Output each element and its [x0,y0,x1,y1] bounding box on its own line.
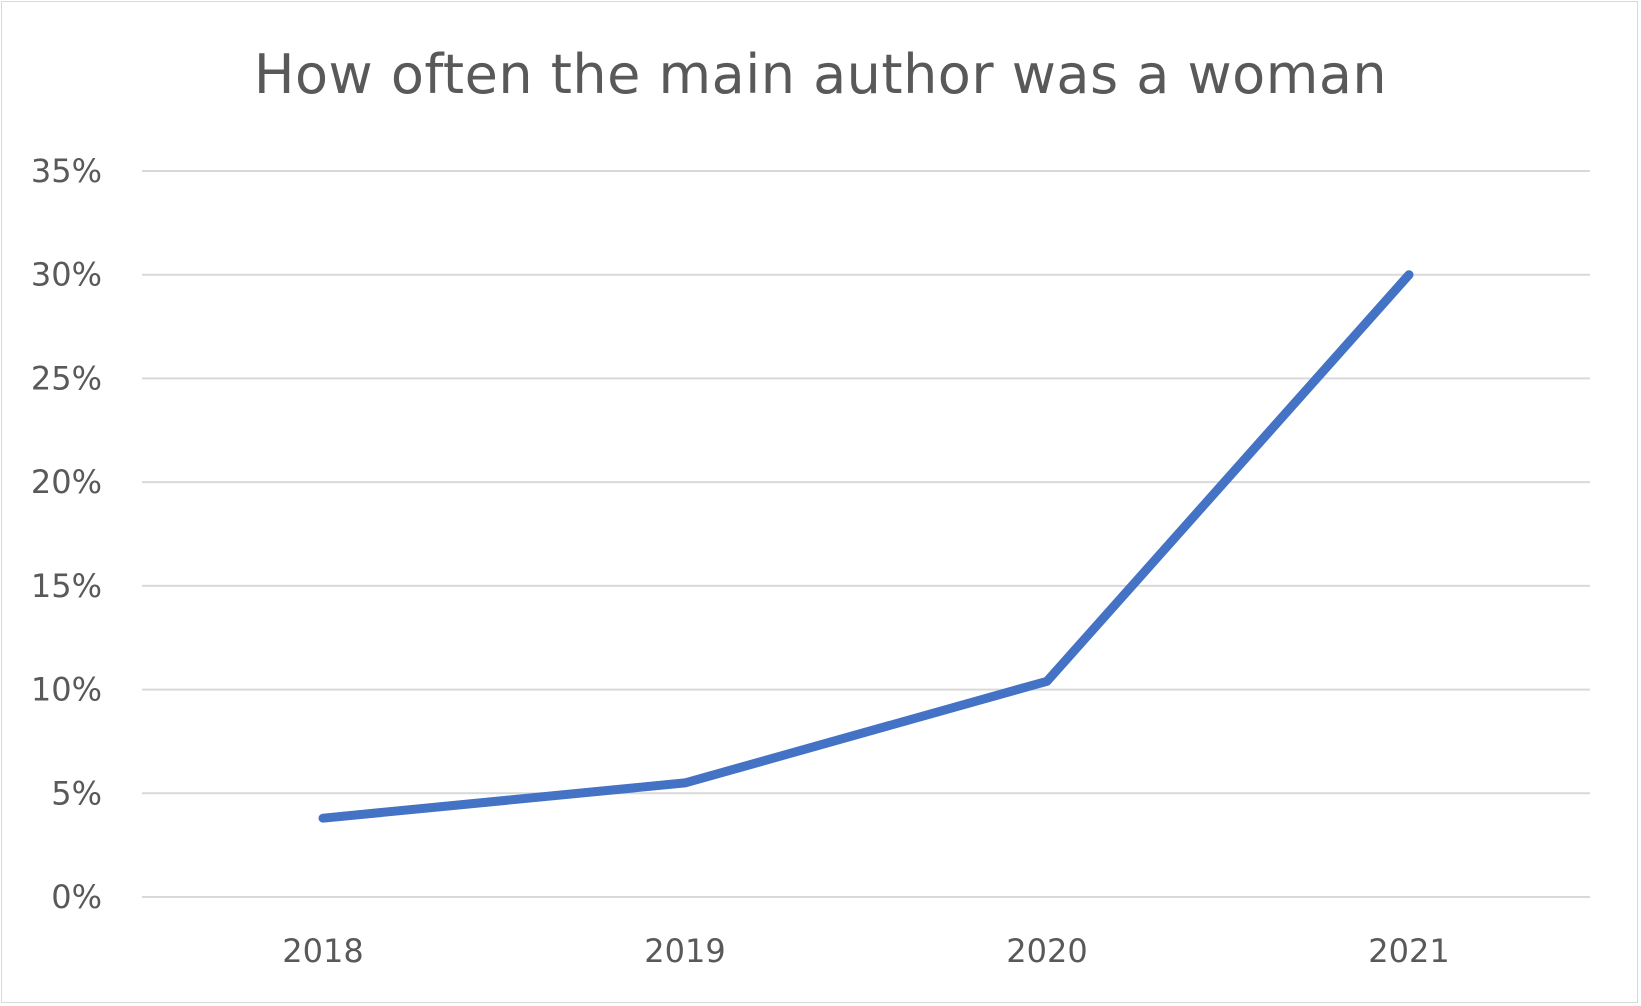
chart-title: How often the main author was a woman [253,43,1388,106]
x-tick-label: 2018 [282,932,363,970]
y-tick-label: 25% [31,359,102,397]
y-tick-label: 30% [31,256,102,294]
y-tick-label: 15% [31,567,102,605]
series-lines [318,270,1414,823]
x-axis-ticks: 2018 2019 2020 2021 [282,932,1449,970]
y-tick-label: 0% [51,878,102,916]
y-tick-label: 35% [31,152,102,190]
y-tick-label: 10% [31,671,102,709]
y-tick-label: 20% [31,463,102,501]
series-line [318,270,1414,823]
y-tick-label: 5% [51,774,102,812]
x-tick-label: 2020 [1006,932,1087,970]
x-tick-label: 2019 [644,932,725,970]
x-tick-label: 2021 [1368,932,1449,970]
y-axis-ticks: 0% 5% 10% 15% 20% 25% 30% 35% [31,152,102,916]
gridlines [142,170,1590,898]
